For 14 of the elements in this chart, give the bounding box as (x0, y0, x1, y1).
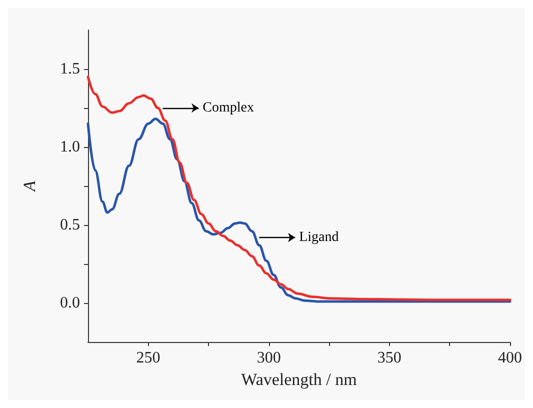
line-series (86, 118, 512, 303)
annotation: Complex (202, 100, 254, 116)
x-tick-label: 300 (256, 350, 281, 366)
line-series (86, 76, 512, 302)
x-tick-label: 350 (377, 350, 402, 366)
y-tick-label: 0.0 (60, 294, 80, 312)
y-tick-label: 1.5 (60, 60, 80, 78)
x-tick-label: 250 (136, 350, 160, 366)
y-axis-title: A (20, 180, 39, 192)
annotation: Ligand (299, 230, 339, 245)
x-axis-title: Wavelength / nm (241, 370, 357, 389)
y-tick-label: 0.5 (60, 216, 80, 234)
x-tick-label: 400 (498, 350, 522, 366)
y-tick-label: 1.0 (60, 138, 80, 156)
